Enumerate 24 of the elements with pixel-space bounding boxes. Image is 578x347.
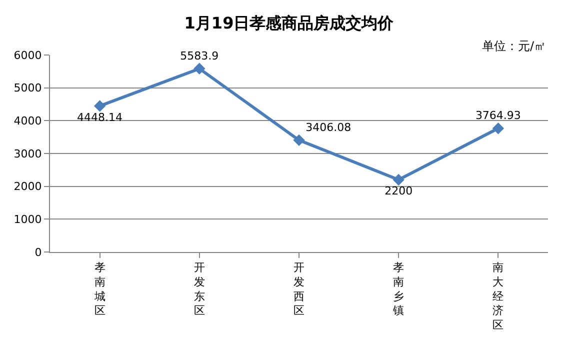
x-tick-label: 开发西区: [294, 261, 304, 318]
point: [492, 122, 504, 134]
x-tick-label: 孝南城区: [93, 261, 106, 318]
y-tick-label: 1000: [14, 213, 42, 226]
text: 2200: [384, 184, 413, 198]
y-tick-label: 3000: [14, 147, 42, 160]
text: 5583.9: [180, 49, 219, 62]
point: [293, 134, 305, 146]
x-tick-label: 孝南乡镇: [392, 261, 404, 318]
y-tick-label: 0: [34, 246, 42, 259]
point: [194, 62, 206, 75]
x-tick-label: 南大经济区: [492, 261, 504, 332]
text: 4448.14: [77, 110, 123, 124]
point: [94, 100, 106, 112]
y-tick-label: 5000: [14, 82, 42, 95]
y-tick-label: 4000: [14, 114, 42, 128]
y-tick-label: 2000: [14, 180, 42, 194]
x-tick-label: 开发东区: [194, 261, 205, 318]
text: 单位：元/㎡: [482, 39, 546, 53]
text: 3406.08: [306, 120, 352, 134]
y-tick-label: 6000: [14, 48, 42, 62]
point: [392, 174, 404, 186]
chart-title: 1月19日孝感商品房成交均价: [184, 14, 395, 33]
text: 3764.93: [475, 109, 521, 122]
